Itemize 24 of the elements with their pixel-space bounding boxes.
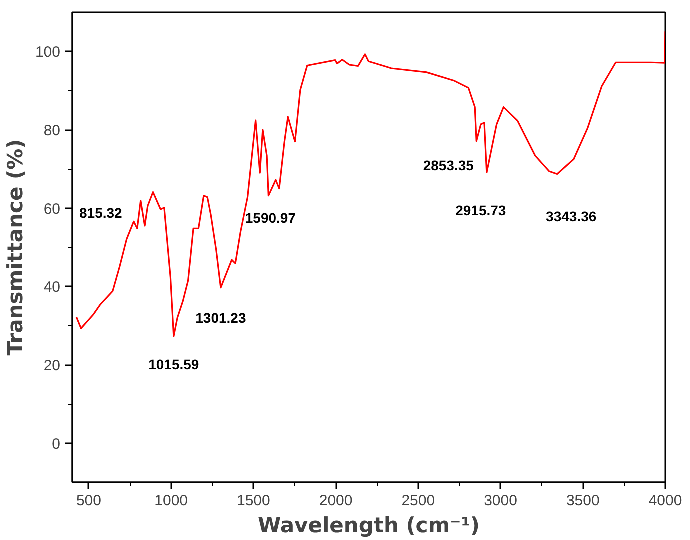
- y-tick-label: 80: [44, 122, 61, 140]
- x-tick-label: 1500: [237, 492, 270, 510]
- annotation: 1590.97: [245, 210, 296, 226]
- annotation: 2915.73: [456, 202, 506, 219]
- line-series: [76, 30, 666, 338]
- x-tick-label: 2000: [319, 492, 353, 510]
- annotation: 2853.35: [423, 157, 474, 174]
- x-tick-label: 500: [76, 492, 102, 510]
- y-tick-label: 100: [35, 44, 61, 62]
- y-tick-label: 0: [52, 436, 60, 453]
- annotation: 1301.23: [196, 310, 246, 326]
- annotation: 815.32: [80, 204, 123, 221]
- y-tick-label: 60: [44, 200, 61, 218]
- y-tick-label: 20: [44, 358, 61, 374]
- y-tick-label: 40: [44, 279, 61, 296]
- x-tick-label: 4000: [648, 492, 682, 510]
- x-axis-title: Wavelength (cm⁻¹): [258, 514, 480, 538]
- x-tick-label: 3000: [484, 492, 518, 510]
- x-tick-label: 3500: [566, 492, 600, 510]
- annotation: 1015.59: [148, 356, 200, 372]
- x-tick-label: 2500: [402, 492, 436, 510]
- y-axis-title: Transmittance (%): [3, 139, 28, 356]
- x-tick-label: 1000: [154, 492, 188, 510]
- annotation: 3343.36: [546, 208, 597, 224]
